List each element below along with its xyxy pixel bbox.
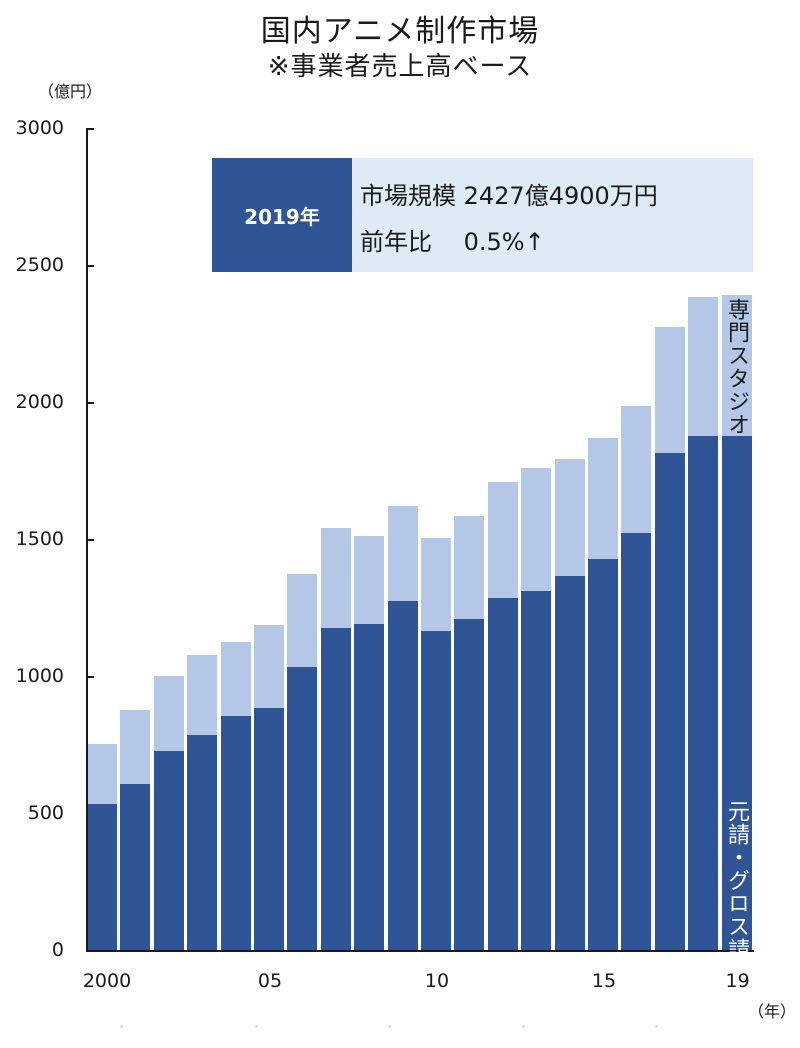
bar-segment-studio bbox=[220, 641, 251, 716]
bar-2017 bbox=[654, 327, 685, 951]
bar-segment-prime bbox=[320, 627, 351, 951]
footer-dot bbox=[655, 1025, 658, 1028]
bar-segment-studio bbox=[521, 467, 552, 591]
bar-2006 bbox=[287, 573, 318, 951]
x-tick-label: 10 bbox=[424, 970, 450, 992]
bar-segment-studio bbox=[554, 458, 585, 576]
x-tick-label: 15 bbox=[591, 970, 617, 992]
bar-segment-prime bbox=[120, 783, 151, 951]
bar-segment-studio bbox=[588, 438, 618, 559]
bar-2015 bbox=[588, 438, 618, 951]
bar-segment-studio bbox=[354, 535, 385, 625]
bar-2019 bbox=[721, 295, 752, 951]
x-axis-line bbox=[86, 950, 754, 952]
bar-segment-prime bbox=[421, 630, 451, 951]
bar-2013 bbox=[521, 467, 552, 951]
bar-segment-prime bbox=[487, 598, 518, 951]
y-tick-mark bbox=[86, 676, 94, 678]
bar-segment-prime bbox=[354, 624, 385, 951]
y-axis-unit: （億円） bbox=[38, 82, 103, 101]
y-tick-label: 1500 bbox=[15, 528, 64, 550]
bar-segment-prime bbox=[387, 601, 418, 951]
bar-2005 bbox=[254, 624, 284, 951]
footer-dot bbox=[120, 1025, 123, 1028]
bar-segment-prime bbox=[521, 590, 552, 951]
bar-2014 bbox=[554, 458, 585, 951]
bar-2012 bbox=[487, 481, 518, 951]
y-tick-label: 2000 bbox=[15, 391, 64, 413]
chart-subtitle: ※事業者売上高ベース bbox=[267, 52, 533, 82]
footer-dot bbox=[388, 1025, 391, 1028]
bar-segment-prime bbox=[688, 435, 719, 951]
bar-2010 bbox=[421, 538, 451, 951]
bar-segment-prime bbox=[187, 735, 218, 951]
callout-market-size: 市場規模 2427億4900万円 bbox=[360, 182, 658, 210]
bar-segment-prime bbox=[254, 707, 284, 951]
y-tick-mark bbox=[86, 265, 94, 267]
bar-segment-prime bbox=[554, 575, 585, 951]
bar-segment-prime bbox=[287, 666, 318, 951]
bar-segment-studio bbox=[487, 481, 518, 599]
y-axis-line bbox=[86, 128, 88, 952]
y-tick-label: 0 bbox=[51, 939, 64, 961]
bar-segment-studio bbox=[187, 655, 218, 736]
bar-2003 bbox=[187, 655, 218, 951]
bar-segment-studio bbox=[153, 675, 184, 751]
bar-segment-studio bbox=[87, 744, 117, 805]
bar-2016 bbox=[621, 406, 652, 951]
bar-2008 bbox=[354, 535, 385, 951]
bar-segment-studio bbox=[688, 296, 719, 436]
y-tick-mark bbox=[86, 539, 94, 541]
footer-dot bbox=[255, 1025, 258, 1028]
bar-segment-studio bbox=[654, 327, 685, 453]
bar-2002 bbox=[153, 675, 184, 951]
y-tick-mark bbox=[86, 402, 94, 404]
bar-2007 bbox=[320, 527, 351, 951]
bar-2009 bbox=[387, 506, 418, 951]
y-tick-label: 2500 bbox=[15, 254, 64, 276]
series-label-prime: 元請・グロス請 bbox=[724, 800, 749, 961]
bar-segment-studio bbox=[120, 709, 151, 784]
bar-segment-prime bbox=[220, 715, 251, 951]
y-tick-mark bbox=[86, 128, 94, 130]
x-tick-label: 2000 bbox=[82, 970, 132, 992]
x-tick-label: 19 bbox=[725, 970, 750, 992]
callout-yoy: 前年比 0.5%↑ bbox=[360, 228, 545, 256]
chart-title: 国内アニメ制作市場 bbox=[260, 14, 540, 49]
y-tick-label: 3000 bbox=[15, 117, 64, 139]
bar-segment-prime bbox=[654, 452, 685, 951]
bar-segment-studio bbox=[287, 573, 318, 667]
callout-year: 2019年 bbox=[212, 158, 352, 272]
y-tick-label: 500 bbox=[27, 802, 64, 824]
bar-segment-prime bbox=[454, 618, 485, 951]
bar-segment-studio bbox=[621, 406, 652, 533]
bar-segment-prime bbox=[621, 532, 652, 951]
x-axis-unit: （年） bbox=[748, 1002, 797, 1021]
bar-2001 bbox=[120, 709, 151, 951]
bar-2004 bbox=[220, 641, 251, 951]
bar-segment-prime bbox=[87, 804, 117, 951]
bar-segment-studio bbox=[421, 538, 451, 631]
bar-2011 bbox=[454, 515, 485, 951]
bar-segment-studio bbox=[387, 506, 418, 602]
y-tick-label: 1000 bbox=[15, 665, 64, 687]
bar-segment-studio bbox=[454, 515, 485, 619]
bar-segment-prime bbox=[153, 750, 184, 951]
bar-2000 bbox=[87, 744, 117, 951]
bar-segment-studio bbox=[320, 527, 351, 628]
callout-box: 2019年 市場規模 2427億4900万円 前年比 0.5%↑ bbox=[212, 158, 753, 272]
bar-segment-studio bbox=[721, 295, 752, 436]
bar-segment-prime bbox=[721, 435, 752, 951]
series-label-studio: 専門スタジオ bbox=[724, 298, 749, 436]
bar-segment-prime bbox=[588, 558, 618, 951]
footer-dot bbox=[522, 1025, 525, 1028]
x-tick-label: 05 bbox=[257, 970, 283, 992]
bar-segment-studio bbox=[254, 624, 284, 708]
bar-2018 bbox=[688, 296, 719, 951]
